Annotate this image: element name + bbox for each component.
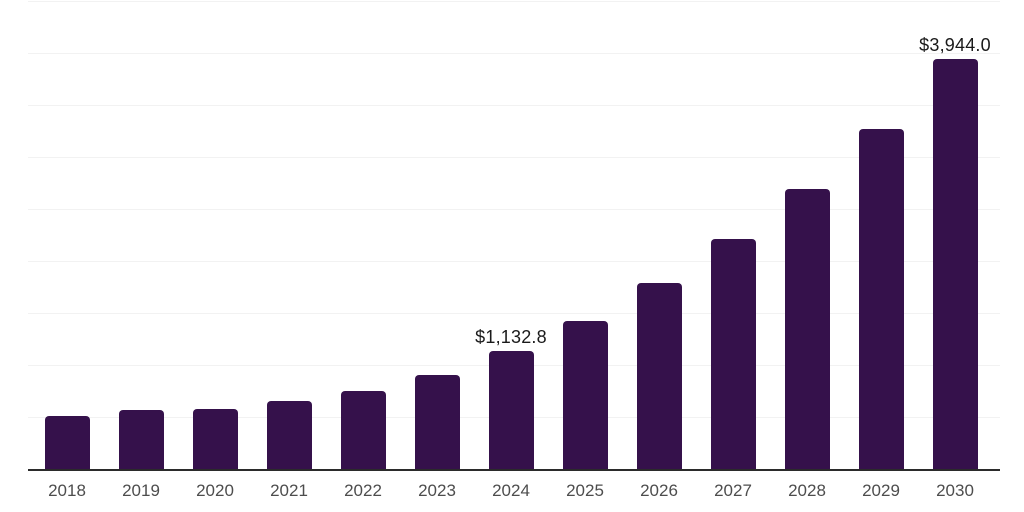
bar-2025 (562, 321, 608, 469)
x-tick-label-2025: 2025 (566, 481, 604, 500)
bar-2028 (784, 188, 830, 469)
value-label-2030: $3,944.0 (919, 34, 991, 55)
bar-2023 (414, 375, 460, 469)
bars-layer: $1,132.8 $3,944.0 (30, 0, 992, 469)
bar-column-2024: $1,132.8 (474, 0, 548, 469)
gridline (28, 209, 1000, 210)
value-label-2024: $1,132.8 (475, 327, 547, 348)
bar-2019 (118, 410, 164, 469)
x-axis-line (28, 469, 1000, 471)
bar-2020 (192, 408, 238, 469)
x-tick-label-2029: 2029 (862, 481, 900, 500)
x-tick-label-2027: 2027 (714, 481, 752, 500)
bar-2026 (636, 282, 682, 469)
x-tick-label-2021: 2021 (270, 481, 308, 500)
bar-column-2018 (30, 0, 104, 469)
bar-column-2028 (770, 0, 844, 469)
x-tick-label-2023: 2023 (418, 481, 456, 500)
x-tick-label-2018: 2018 (48, 481, 86, 500)
x-axis-labels: 2018 2019 2020 2021 2022 2023 2024 2025 2026 2027… (30, 480, 992, 504)
bar-column-2030: $3,944.0 (918, 0, 992, 469)
gridline (28, 157, 1000, 158)
x-tick-label-2024: 2024 (492, 481, 530, 500)
bar-2027 (710, 239, 756, 469)
x-tick-label-2020: 2020 (196, 481, 234, 500)
bar-column-2019 (104, 0, 178, 469)
gridline (28, 261, 1000, 262)
bar-2018 (44, 416, 90, 469)
gridline (28, 105, 1000, 106)
bar-2022 (340, 391, 386, 469)
bar-2029 (858, 128, 904, 469)
x-tick-label-2028: 2028 (788, 481, 826, 500)
x-tick-label-2019: 2019 (122, 481, 160, 500)
gridline (28, 1, 1000, 2)
x-tick-label-2022: 2022 (344, 481, 382, 500)
x-tick-label-2026: 2026 (640, 481, 678, 500)
bar-column-2027 (696, 0, 770, 469)
bar-column-2021 (252, 0, 326, 469)
bar-column-2022 (326, 0, 400, 469)
bar-column-2026 (622, 0, 696, 469)
gridline (28, 53, 1000, 54)
gridline (28, 313, 1000, 314)
bar-column-2025 (548, 0, 622, 469)
bar-column-2029 (844, 0, 918, 469)
bar-2030 (932, 58, 978, 469)
bar-2021 (266, 400, 312, 469)
x-tick-label-2030: 2030 (936, 481, 974, 500)
bar-2024 (488, 351, 534, 469)
bar-column-2023 (400, 0, 474, 469)
bar-column-2020 (178, 0, 252, 469)
